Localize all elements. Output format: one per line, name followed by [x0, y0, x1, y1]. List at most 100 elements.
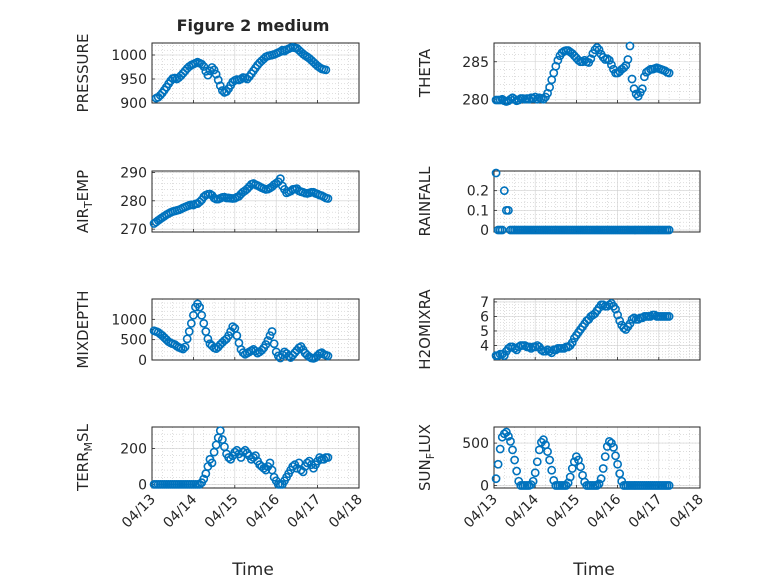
y-tick-label: 200: [120, 442, 147, 458]
data-point: [199, 62, 209, 71]
y-axis-label: TERRMSL: [74, 423, 95, 492]
data-point: [197, 310, 207, 320]
data-point: [251, 346, 260, 356]
y-tick-label: 0.2: [467, 184, 489, 200]
data-point: [615, 316, 625, 326]
y-tick-label: 280: [120, 194, 147, 210]
data-point: [504, 431, 513, 441]
data-point: [323, 453, 333, 462]
data-point: [576, 462, 585, 472]
y-axis-label: MIXDEPTH: [74, 290, 92, 368]
data-point: [592, 481, 602, 490]
data-point: [514, 95, 524, 105]
data-point: [180, 342, 190, 352]
data-point: [565, 472, 575, 482]
data-point: [491, 168, 501, 178]
y-tick-label: 280: [462, 92, 489, 108]
data-point: [242, 74, 252, 84]
x-tick-label: 04/16: [585, 491, 625, 531]
data-point: [238, 348, 248, 358]
data-point: [528, 94, 538, 103]
data-point: [209, 65, 219, 75]
data-point: [534, 445, 544, 455]
data-point: [499, 351, 509, 361]
y-axis-label: AIRTEMP: [74, 170, 95, 233]
y-tick-label: 950: [120, 72, 147, 88]
data-point: [639, 72, 649, 82]
data-point: [543, 447, 552, 456]
axes-frame: [493, 170, 701, 233]
data-point: [664, 68, 674, 78]
data-point: [230, 447, 240, 457]
y-tick-label: 270: [120, 222, 147, 238]
figure-title: Figure 2 medium: [177, 16, 330, 35]
data-point: [664, 312, 674, 321]
data-point: [508, 445, 517, 455]
data-point: [186, 318, 196, 328]
y-tick-label: 1000: [111, 48, 147, 64]
y-tick-label: 285: [462, 55, 489, 71]
data-point: [504, 205, 513, 215]
data-point: [195, 480, 205, 489]
y-tick-label: 0: [480, 478, 489, 494]
x-tick-label: 04/14: [502, 491, 542, 531]
data-point: [155, 90, 165, 100]
series-pressure: [151, 42, 331, 103]
x-tick-label: 04/16: [243, 491, 283, 531]
data-point: [207, 63, 217, 72]
data-point: [602, 54, 612, 64]
data-point: [203, 70, 213, 80]
y-tick-label: 7: [480, 295, 489, 311]
data-point: [637, 84, 647, 94]
data-point: [512, 466, 522, 476]
axes-frame: [151, 170, 360, 233]
data-point: [578, 57, 587, 67]
data-point: [567, 338, 577, 347]
data-point: [615, 469, 625, 478]
series-rainfall: [491, 168, 674, 235]
data-point: [288, 462, 298, 471]
data-point: [604, 437, 614, 446]
y-axis-label: RAINFALL: [416, 166, 434, 237]
data-point: [195, 302, 205, 312]
data-point: [267, 327, 277, 336]
x-tick-label: 04/13: [119, 492, 159, 532]
data-point: [611, 451, 620, 461]
series-sunflux: [491, 427, 674, 490]
data-point: [197, 59, 207, 69]
x-tick-label: 04/18: [667, 492, 707, 532]
y-tick-label: 500: [462, 436, 489, 452]
y-tick-label: 0.1: [467, 203, 489, 219]
panel-theta: 280 285 THETA: [416, 41, 701, 108]
data-point: [625, 41, 635, 51]
data-point: [629, 84, 639, 94]
data-point: [238, 447, 248, 457]
y-axis-label: SUNFLUX: [416, 424, 437, 491]
y-tick-label: 0: [138, 477, 147, 493]
data-point: [532, 457, 542, 467]
data-point: [623, 55, 633, 64]
data-point: [493, 459, 503, 469]
data-point: [627, 74, 637, 84]
data-point: [195, 197, 205, 207]
data-point: [545, 455, 555, 465]
data-point: [596, 474, 606, 484]
data-point: [539, 94, 548, 104]
data-point: [592, 43, 602, 52]
data-point: [607, 438, 616, 448]
data-point: [594, 45, 604, 55]
y-tick-label: 900: [120, 96, 147, 112]
data-point: [574, 55, 583, 65]
axes-frame: [151, 298, 360, 361]
data-point: [495, 444, 505, 454]
data-point: [323, 194, 333, 203]
data-point: [315, 453, 325, 462]
axes-frame: [151, 42, 360, 104]
data-point: [188, 310, 198, 320]
y-tick-label: 0: [138, 353, 147, 369]
y-tick-label: 4: [480, 338, 489, 354]
data-point: [501, 427, 511, 437]
data-point: [625, 319, 635, 329]
data-point: [539, 435, 548, 445]
